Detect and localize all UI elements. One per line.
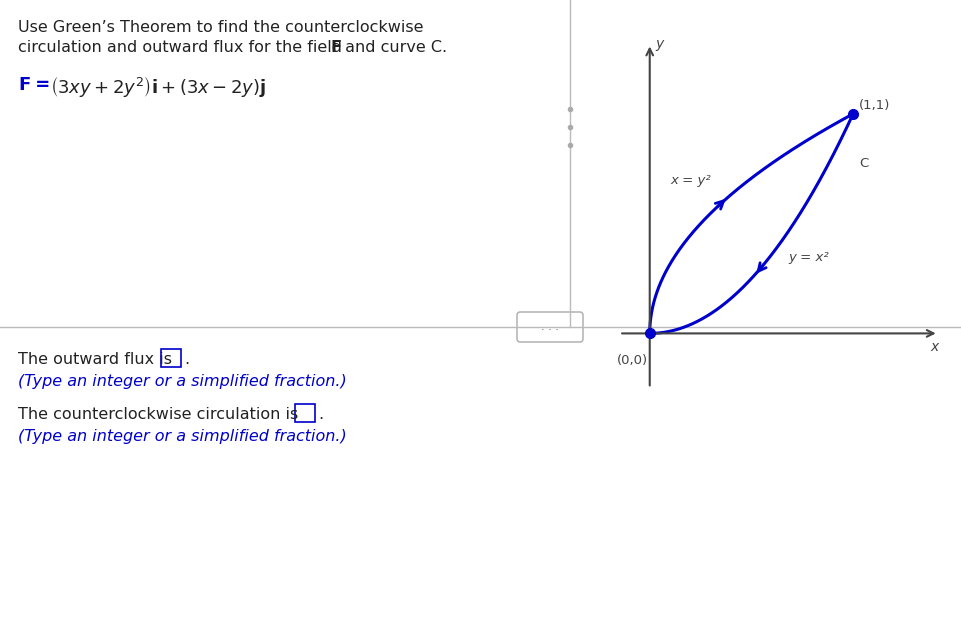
Text: (Type an integer or a simplified fraction.): (Type an integer or a simplified fractio…	[18, 429, 347, 444]
Text: C: C	[859, 157, 869, 170]
Text: =: =	[29, 76, 57, 94]
Text: Use Green’s Theorem to find the counterclockwise: Use Green’s Theorem to find the counterc…	[18, 20, 424, 35]
Text: x = y²: x = y²	[670, 174, 711, 187]
Text: circulation and outward flux for the field: circulation and outward flux for the fie…	[18, 40, 347, 55]
FancyBboxPatch shape	[517, 312, 583, 342]
Text: (1,1): (1,1)	[859, 99, 891, 112]
Text: (0,0): (0,0)	[617, 354, 649, 367]
Text: F: F	[330, 40, 341, 55]
Text: $\left(3xy + 2y^2\right)\mathbf{i} + (3x - 2y)\mathbf{j}$: $\left(3xy + 2y^2\right)\mathbf{i} + (3x…	[50, 74, 266, 99]
Text: The counterclockwise circulation is: The counterclockwise circulation is	[18, 407, 298, 422]
Text: . . .: . . .	[541, 322, 559, 332]
Text: y = x²: y = x²	[788, 251, 828, 264]
FancyBboxPatch shape	[161, 349, 181, 367]
Text: .: .	[318, 407, 323, 422]
Text: x: x	[930, 340, 939, 354]
Text: (Type an integer or a simplified fraction.): (Type an integer or a simplified fractio…	[18, 374, 347, 389]
FancyBboxPatch shape	[295, 404, 315, 422]
Text: The outward flux is: The outward flux is	[18, 352, 172, 367]
Text: F: F	[18, 76, 30, 94]
Text: y: y	[655, 37, 664, 51]
Text: and curve C.: and curve C.	[340, 40, 447, 55]
Text: .: .	[184, 352, 189, 367]
